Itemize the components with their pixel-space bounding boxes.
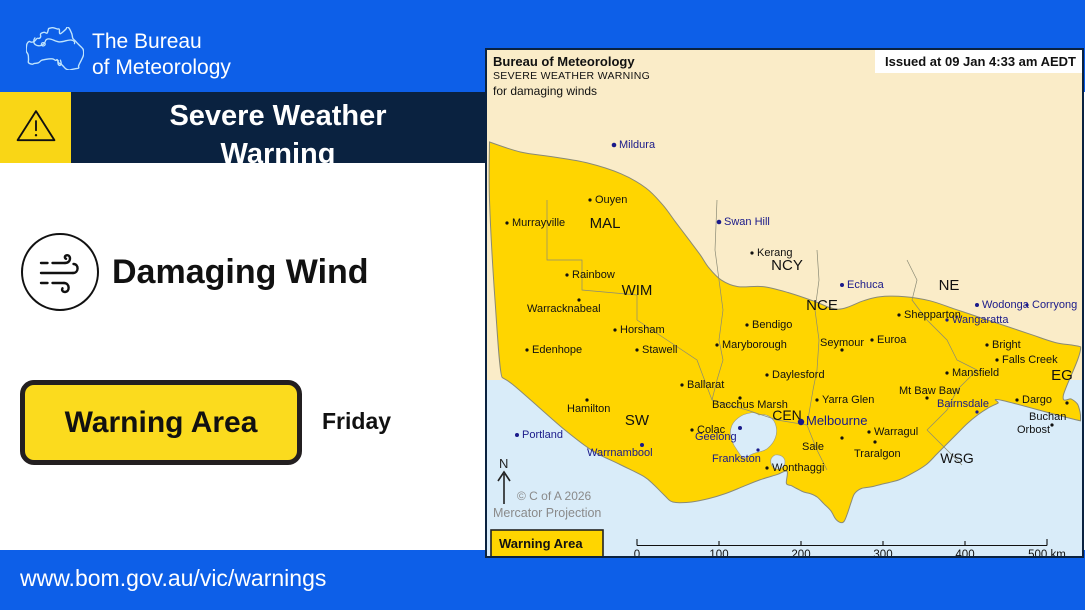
svg-text:MAL: MAL — [590, 215, 621, 232]
svg-text:Bright: Bright — [992, 339, 1021, 351]
svg-text:Warragul: Warragul — [874, 426, 918, 438]
svg-text:Horsham: Horsham — [620, 324, 665, 336]
svg-text:Ballarat: Ballarat — [687, 379, 724, 391]
svg-text:Sale: Sale — [802, 441, 824, 453]
svg-text:Frankston: Frankston — [712, 453, 761, 465]
svg-text:Maryborough: Maryborough — [722, 339, 787, 351]
svg-text:Daylesford: Daylesford — [772, 369, 825, 381]
svg-text:Wodonga: Wodonga — [982, 299, 1030, 311]
svg-text:Yarra Glen: Yarra Glen — [822, 394, 874, 406]
svg-text:Mansfield: Mansfield — [952, 367, 999, 379]
svg-text:Bacchus Marsh: Bacchus Marsh — [712, 399, 788, 411]
svg-text:EG: EG — [1051, 367, 1073, 384]
svg-text:Falls Creek: Falls Creek — [1002, 354, 1058, 366]
svg-text:Mercator Projection: Mercator Projection — [493, 506, 601, 520]
svg-text:Echuca: Echuca — [847, 279, 885, 291]
svg-text:Warning Area: Warning Area — [499, 536, 583, 551]
svg-text:Melbourne: Melbourne — [806, 413, 867, 428]
svg-text:NCE: NCE — [806, 297, 838, 314]
svg-text:Ouyen: Ouyen — [595, 194, 627, 206]
svg-text:NCY: NCY — [771, 257, 803, 274]
svg-text:Traralgon: Traralgon — [854, 448, 901, 460]
svg-text:Hamilton: Hamilton — [567, 403, 610, 415]
svg-text:400: 400 — [955, 549, 974, 558]
svg-text:Wangaratta: Wangaratta — [952, 314, 1009, 326]
svg-text:500 km: 500 km — [1028, 549, 1066, 558]
svg-text:Corryong: Corryong — [1032, 299, 1077, 311]
svg-text:WSG: WSG — [940, 450, 973, 466]
svg-text:Swan Hill: Swan Hill — [724, 216, 770, 228]
svg-text:200: 200 — [791, 549, 810, 558]
svg-text:© C of A 2026: © C of A 2026 — [517, 489, 592, 503]
svg-text:Bendigo: Bendigo — [752, 319, 792, 331]
svg-text:Buchan: Buchan — [1029, 411, 1066, 423]
svg-text:Warrnambool: Warrnambool — [587, 447, 653, 459]
svg-text:NE: NE — [939, 277, 960, 294]
svg-text:Geelong: Geelong — [695, 431, 737, 443]
svg-text:0: 0 — [634, 549, 640, 558]
svg-text:Edenhope: Edenhope — [532, 344, 582, 356]
svg-text:WIM: WIM — [622, 282, 653, 299]
svg-text:Mt Baw Baw: Mt Baw Baw — [899, 385, 960, 397]
svg-text:Orbost: Orbost — [1017, 424, 1050, 436]
svg-text:Portland: Portland — [522, 429, 563, 441]
svg-text:Dargo: Dargo — [1022, 394, 1052, 406]
svg-text:Seymour: Seymour — [820, 337, 864, 349]
svg-text:Kerang: Kerang — [757, 247, 792, 259]
svg-text:Euroa: Euroa — [877, 334, 907, 346]
svg-text:N: N — [499, 456, 508, 471]
svg-text:300: 300 — [873, 549, 892, 558]
svg-text:Rainbow: Rainbow — [572, 269, 615, 281]
svg-text:Murrayville: Murrayville — [512, 217, 565, 229]
svg-text:Wonthaggi: Wonthaggi — [772, 462, 824, 474]
svg-text:Bairnsdale: Bairnsdale — [937, 398, 989, 410]
svg-text:100: 100 — [709, 549, 728, 558]
svg-text:Mildura: Mildura — [619, 139, 656, 151]
svg-text:SW: SW — [625, 412, 650, 429]
svg-text:Stawell: Stawell — [642, 344, 677, 356]
svg-text:Warracknabeal: Warracknabeal — [527, 303, 601, 315]
